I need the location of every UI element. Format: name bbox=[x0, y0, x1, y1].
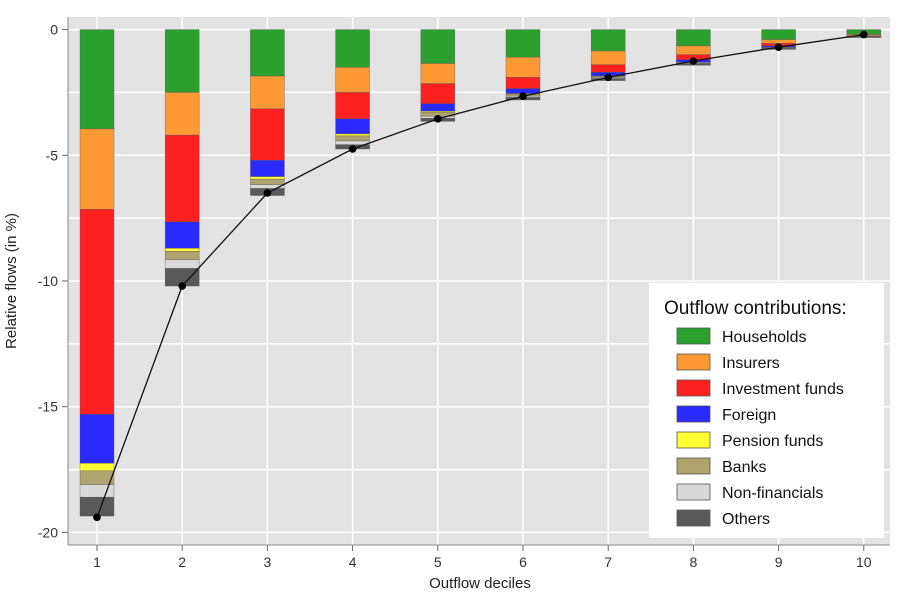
bar-segment-banks bbox=[335, 135, 370, 142]
bar-segment-insurers bbox=[590, 50, 626, 66]
legend-label-banks: Banks bbox=[722, 459, 766, 476]
bar-segment-banks bbox=[164, 251, 200, 260]
legend-swatch-foreign bbox=[676, 405, 711, 423]
total-point bbox=[93, 513, 101, 522]
bar-segment-foreign bbox=[420, 103, 456, 112]
bar-segment-pension-funds bbox=[164, 248, 200, 252]
x-tick-label: 5 bbox=[434, 554, 442, 570]
total-point bbox=[689, 57, 698, 65]
x-axis: 1 2 3 4 5 6 7 8 9 10 bbox=[68, 544, 890, 570]
bar-segment-pension-funds bbox=[79, 462, 115, 472]
bar-segment-pension-funds bbox=[335, 133, 370, 137]
x-tick-label: 6 bbox=[519, 554, 527, 570]
y-axis-title: Relative flows (in %) bbox=[3, 213, 20, 349]
legend-label-foreign: Foreign bbox=[722, 407, 776, 424]
bar-segment-others bbox=[79, 496, 115, 517]
bar-segment-insurers bbox=[164, 92, 200, 136]
legend-swatch-non-financials bbox=[676, 483, 711, 501]
bar-segment-insurers bbox=[335, 66, 370, 93]
total-line bbox=[96, 33, 864, 518]
bar-segment-investment-funds bbox=[590, 64, 626, 73]
bar-segment-households bbox=[164, 29, 200, 93]
total-point bbox=[434, 115, 442, 123]
legend-swatch-insurers bbox=[676, 353, 711, 371]
x-tick-label: 8 bbox=[690, 554, 698, 570]
bar-segment-households bbox=[590, 29, 626, 52]
bar-segment-foreign bbox=[164, 221, 200, 249]
y-tick-label: -15 bbox=[38, 399, 58, 415]
total-line-group bbox=[93, 30, 868, 522]
total-point bbox=[604, 73, 612, 82]
total-point bbox=[860, 30, 868, 39]
bar-segment-non-financials bbox=[164, 259, 200, 269]
total-point bbox=[519, 92, 527, 100]
bar-segment-pension-funds bbox=[250, 176, 285, 180]
total-point bbox=[178, 282, 186, 290]
bar-segment-investment-funds bbox=[79, 209, 115, 415]
x-tick-label: 9 bbox=[775, 554, 783, 570]
x-tick-label: 1 bbox=[93, 554, 101, 570]
legend-label-investment-funds: Investment funds bbox=[722, 381, 844, 398]
bars bbox=[79, 29, 882, 517]
bar-segment-insurers bbox=[250, 75, 285, 110]
legend-title: Outflow contributions: bbox=[664, 298, 847, 319]
total-point bbox=[774, 43, 783, 51]
bar-segment-insurers bbox=[676, 45, 711, 56]
bar-segment-households bbox=[335, 29, 370, 68]
bar-segment-households bbox=[420, 29, 456, 64]
bar-segment-insurers bbox=[420, 63, 456, 84]
y-axis: 0 -5 -10 -15 -20 bbox=[38, 17, 69, 545]
bar-segment-foreign bbox=[79, 413, 115, 464]
y-tick-label: -5 bbox=[46, 147, 59, 163]
bar-segment-households bbox=[676, 29, 711, 47]
y-tick-label: -10 bbox=[38, 273, 58, 289]
legend: Outflow contributions: Households Insurer… bbox=[649, 283, 884, 538]
legend-swatch-pension-funds bbox=[676, 431, 711, 449]
legend-label-insurers: Insurers bbox=[722, 355, 780, 372]
bar-segment-investment-funds bbox=[420, 83, 456, 105]
legend-label-households: Households bbox=[722, 329, 807, 346]
bar-segment-investment-funds bbox=[164, 134, 200, 223]
bar-segment-insurers bbox=[761, 39, 796, 44]
bar-segment-insurers bbox=[505, 56, 541, 78]
bar-segment-investment-funds bbox=[250, 108, 285, 161]
bar-segment-households bbox=[250, 29, 285, 77]
legend-swatch-others bbox=[676, 509, 711, 527]
bar-segment-households bbox=[761, 29, 796, 40]
legend-label-pension-funds: Pension funds bbox=[722, 433, 823, 450]
bar-segment-households bbox=[505, 29, 541, 58]
x-axis-title: Outflow deciles bbox=[429, 575, 531, 592]
total-point bbox=[263, 189, 272, 197]
y-tick-label: -20 bbox=[38, 524, 58, 540]
bar-segment-investment-funds bbox=[335, 92, 370, 120]
bar-segment-insurers bbox=[79, 128, 115, 210]
bar-segment-foreign bbox=[335, 118, 370, 135]
legend-swatch-banks bbox=[676, 457, 711, 475]
bar-segment-banks bbox=[250, 178, 285, 186]
x-tick-label: 2 bbox=[178, 554, 186, 570]
legend-swatch-investment-funds bbox=[676, 379, 711, 397]
bar-segment-investment-funds bbox=[505, 77, 541, 89]
x-tick-label: 10 bbox=[856, 554, 872, 570]
legend-swatch-households bbox=[676, 327, 711, 345]
total-point bbox=[348, 145, 357, 153]
x-tick-label: 4 bbox=[349, 554, 357, 570]
legend-label-non-financials: Non-financials bbox=[722, 485, 823, 502]
bar-segment-households bbox=[79, 29, 115, 130]
y-tick-label: 0 bbox=[50, 22, 58, 38]
x-tick-label: 3 bbox=[264, 554, 272, 570]
legend-items: Households Insurers Investment funds Foreig… bbox=[676, 327, 844, 528]
bar-segment-banks bbox=[79, 470, 115, 485]
x-tick-label: 7 bbox=[604, 554, 612, 570]
legend-label-others: Others bbox=[722, 511, 770, 528]
bar-segment-foreign bbox=[250, 160, 285, 177]
